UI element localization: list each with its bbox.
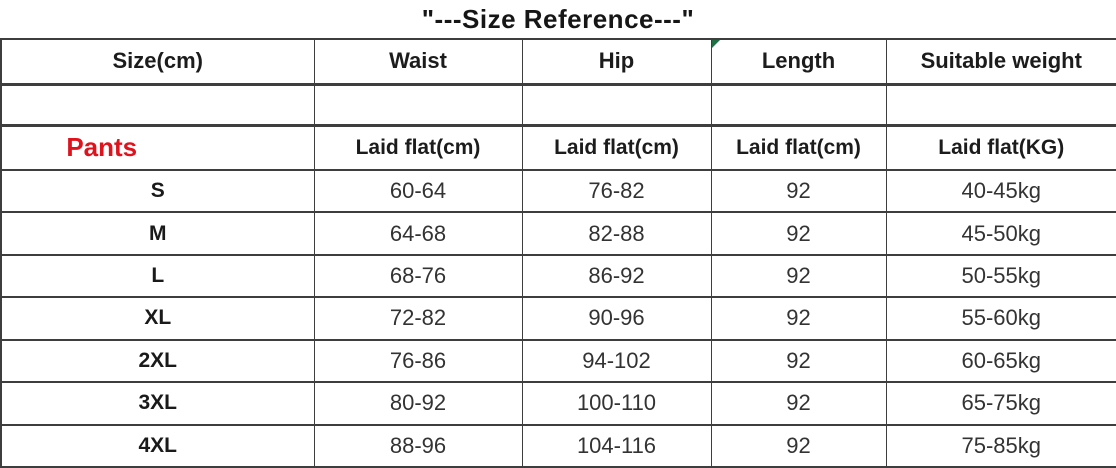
page-title: "---Size Reference---": [421, 3, 695, 34]
table-row-2xl: 2XL 76-86 94-102 92 60-65kg: [0, 338, 1116, 384]
size-cell: M: [0, 211, 315, 256]
column-header-hip: Hip: [521, 38, 712, 85]
weight-cell: 40-45kg: [885, 168, 1116, 214]
column-header-length-label: Length: [761, 48, 836, 74]
column-header-size: Size(cm): [0, 38, 315, 85]
empty-cell: [0, 82, 315, 127]
size-cell: 2XL: [0, 338, 315, 384]
size-cell: 3XL: [0, 381, 315, 426]
measure-label-weight: Laid flat(KG): [885, 124, 1116, 171]
waist-cell: 64-68: [313, 211, 523, 256]
length-cell: 92: [710, 338, 887, 384]
waist-cell: 60-64: [313, 168, 523, 214]
category-label-pants: Pants: [0, 124, 315, 171]
length-cell: 92: [710, 211, 887, 256]
measure-label-waist: Laid flat(cm): [313, 124, 523, 171]
measure-labels-row: Pants Laid flat(cm) Laid flat(cm) Laid f…: [0, 124, 1116, 171]
header-row: Size(cm) Waist Hip Length Suitable weigh…: [0, 38, 1116, 85]
waist-cell: 88-96: [313, 423, 523, 468]
empty-cell: [521, 82, 712, 127]
empty-cell: [710, 82, 887, 127]
table-row-3xl: 3XL 80-92 100-110 92 65-75kg: [0, 381, 1116, 426]
weight-cell: 65-75kg: [885, 381, 1116, 426]
hip-cell: 76-82: [521, 168, 712, 214]
hip-cell: 82-88: [521, 211, 712, 256]
size-cell: 4XL: [0, 423, 315, 468]
hip-cell: 100-110: [521, 381, 712, 426]
hip-cell: 104-116: [521, 423, 712, 468]
table-row-4xl: 4XL 88-96 104-116 92 75-85kg: [0, 423, 1116, 468]
waist-cell: 72-82: [313, 296, 523, 341]
length-cell: 92: [710, 423, 887, 468]
empty-cell: [885, 82, 1116, 127]
waist-cell: 76-86: [313, 338, 523, 384]
table-row-xl: XL 72-82 90-96 92 55-60kg: [0, 296, 1116, 341]
length-cell: 92: [710, 168, 887, 214]
length-cell: 92: [710, 253, 887, 299]
length-cell: 92: [710, 296, 887, 341]
hip-cell: 94-102: [521, 338, 712, 384]
hip-cell: 86-92: [521, 253, 712, 299]
weight-cell: 75-85kg: [885, 423, 1116, 468]
length-cell: 92: [710, 381, 887, 426]
size-cell: XL: [0, 296, 315, 341]
excel-error-marker-icon: [712, 41, 720, 48]
weight-cell: 45-50kg: [885, 211, 1116, 256]
weight-cell: 50-55kg: [885, 253, 1116, 299]
column-header-suitable-weight: Suitable weight: [885, 38, 1116, 85]
table-row-m: M 64-68 82-88 92 45-50kg: [0, 211, 1116, 256]
waist-cell: 68-76: [313, 253, 523, 299]
size-cell: S: [0, 168, 315, 214]
spacer-row: [0, 82, 1116, 127]
weight-cell: 55-60kg: [885, 296, 1116, 341]
column-header-waist: Waist: [313, 38, 523, 85]
waist-cell: 80-92: [313, 381, 523, 426]
empty-cell: [313, 82, 523, 127]
hip-cell: 90-96: [521, 296, 712, 341]
table-row-l: L 68-76 86-92 92 50-55kg: [0, 253, 1116, 299]
column-header-length: Length: [710, 38, 887, 85]
measure-label-hip: Laid flat(cm): [521, 124, 712, 171]
table-row-s: S 60-64 76-82 92 40-45kg: [0, 168, 1116, 214]
weight-cell: 60-65kg: [885, 338, 1116, 384]
size-cell: L: [0, 253, 315, 299]
size-chart-table: Size(cm) Waist Hip Length Suitable weigh…: [0, 38, 1116, 468]
measure-label-length: Laid flat(cm): [710, 124, 887, 171]
